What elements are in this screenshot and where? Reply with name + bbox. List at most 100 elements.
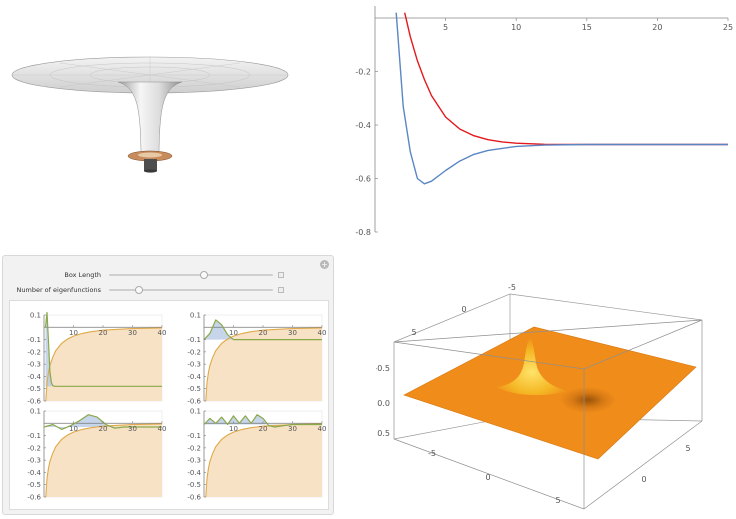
series-line-2 xyxy=(395,12,728,185)
x-tick-label: 10 xyxy=(229,425,238,433)
surface-box-front xyxy=(393,319,703,510)
surface-tick-label: 0.5 xyxy=(377,429,390,438)
x-tick-label: 30 xyxy=(128,329,137,337)
y-tick-label: -0.4 xyxy=(27,469,41,477)
y-tick-label: 0.1 xyxy=(30,312,41,320)
y-tick-label: -0.1 xyxy=(187,336,201,344)
x-tick-label: 20 xyxy=(99,425,108,433)
y-tick-label: -0.4 xyxy=(27,373,41,381)
surface-tick-label: 0 xyxy=(461,305,466,314)
x-tick-label: 25 xyxy=(723,23,733,32)
y-tick-label: 0.1 xyxy=(190,312,201,320)
eigenfunctions-label: Number of eigenfunctions xyxy=(16,286,102,294)
y-tick-label: -0.1 xyxy=(27,432,41,440)
y-tick-label: -0.3 xyxy=(187,361,201,369)
y-tick-label: -0.4 xyxy=(187,373,201,381)
y-tick-label: -0.3 xyxy=(27,361,41,369)
series-line-1 xyxy=(404,12,728,146)
x-tick-label: 30 xyxy=(128,425,137,433)
x-tick-label: 10 xyxy=(229,329,238,337)
eigenfunctions-slider-thumb[interactable] xyxy=(134,286,143,294)
x-tick-label: 40 xyxy=(158,329,166,337)
surface-tick-label: 0.0 xyxy=(377,399,390,408)
funnel-stem xyxy=(144,159,157,171)
box-length-label: Box Length xyxy=(64,271,101,279)
x-tick-label: 30 xyxy=(288,329,297,337)
x-tick-label: 10 xyxy=(69,329,78,337)
surface-tick-label: -5 xyxy=(508,283,516,292)
y-tick-label: -0.6 xyxy=(355,175,371,184)
potential-fill xyxy=(45,424,162,497)
y-tick-label: -0.4 xyxy=(355,121,371,130)
potential-series xyxy=(395,12,728,185)
x-tick-label: 40 xyxy=(318,425,326,433)
x-tick-label: 20 xyxy=(652,23,662,32)
y-tick-label: -0.3 xyxy=(27,457,41,465)
surface-tick-label: -0.5 xyxy=(376,364,390,373)
x-tick-label: 10 xyxy=(69,425,78,433)
y-tick-label: -0.4 xyxy=(187,469,201,477)
surface-well xyxy=(560,387,616,413)
x-tick-label: 40 xyxy=(158,425,166,433)
box-length-slider-thumb[interactable] xyxy=(200,271,209,279)
potential-fill xyxy=(45,328,162,401)
x-tick-label: 40 xyxy=(318,329,326,337)
y-tick-label: -0.1 xyxy=(187,432,201,440)
x-tick-label: 20 xyxy=(259,425,268,433)
y-tick-label: -0.6 xyxy=(187,398,201,406)
potential-line xyxy=(205,327,323,402)
gravity-well-funnel xyxy=(11,56,289,173)
surface-tick-label: 5 xyxy=(411,328,416,337)
eigenfunction-plot-4: 10 20 30 40 0.1 -0.1 -0.2 -0.3 -0.4 -0.5 -0.6 xyxy=(187,408,326,502)
potential-line xyxy=(45,423,163,498)
wavefunction-fill xyxy=(204,414,322,427)
add-panel-icon[interactable]: + xyxy=(320,260,329,269)
y-tick-label: -0.6 xyxy=(27,494,41,502)
manipulate-panel: + Box Length Number of eigenfunctions 10… xyxy=(2,255,334,515)
surface-peak xyxy=(496,337,568,396)
wavefunction-fill xyxy=(204,319,322,340)
eigenfunctions-slider[interactable] xyxy=(109,289,273,291)
y-tick-label: -0.5 xyxy=(187,385,201,393)
x-tick-label: 20 xyxy=(259,329,268,337)
y-tick-label: -0.5 xyxy=(27,385,41,393)
surface-tick-label: 5 xyxy=(685,444,690,453)
potential-fill xyxy=(205,328,322,401)
eigenfunction-plot-3: 10 20 30 40 0.1 -0.1 -0.2 -0.3 -0.4 -0.5 -0.6 xyxy=(27,408,166,502)
eigenfunction-plot-2: 10 20 30 40 0.1 -0.1 -0.2 -0.3 -0.4 -0.5 -0.6 xyxy=(187,312,326,406)
box-length-control: Box Length xyxy=(3,268,333,282)
surface-tick-label: -5 xyxy=(428,449,436,458)
surface-3d-plot: -0.5 0.0 0.5 -5 0 5 -5 0 5 0 5 xyxy=(376,283,703,510)
potential-line xyxy=(45,327,163,402)
x-tick-label: 30 xyxy=(288,425,297,433)
box-length-slider[interactable] xyxy=(109,274,273,276)
surface-tick-label: 0 xyxy=(485,473,490,482)
y-tick-label: 0.1 xyxy=(190,408,201,416)
x-tick-label: 5 xyxy=(443,23,448,32)
x-tick-label: 20 xyxy=(99,329,108,337)
y-tick-label: -0.5 xyxy=(27,481,41,489)
potential-axes: 5 10 15 20 25 -0.2 -0.4 -0.6 -0.8 xyxy=(355,6,733,237)
wavefunction-line xyxy=(44,311,162,387)
potential-fill xyxy=(205,424,322,497)
y-tick-label: 0.1 xyxy=(30,408,41,416)
y-tick-label: -0.2 xyxy=(187,348,201,356)
y-tick-label: -0.2 xyxy=(355,68,371,77)
wavefunction-line xyxy=(203,319,322,341)
x-tick-label: 15 xyxy=(582,23,592,32)
y-tick-label: -0.2 xyxy=(27,348,41,356)
surface-tick-label: 5 xyxy=(555,496,560,505)
surface-tick-label: 0 xyxy=(641,475,646,484)
wavefunction-line xyxy=(203,414,322,428)
y-tick-label: -0.8 xyxy=(355,228,371,237)
y-tick-label: -0.6 xyxy=(187,494,201,502)
x-tick-label: 10 xyxy=(511,23,521,32)
surface-tick-labels: -0.5 0.0 0.5 -5 0 5 -5 0 5 0 5 xyxy=(376,283,691,505)
box-length-expand-button[interactable] xyxy=(278,272,284,278)
y-tick-label: -0.6 xyxy=(27,398,41,406)
eigenfunctions-expand-button[interactable] xyxy=(278,287,284,293)
y-tick-label: -0.2 xyxy=(187,444,201,452)
potential-line-chart: 5 10 15 20 25 -0.2 -0.4 -0.6 -0.8 xyxy=(355,6,733,237)
y-tick-label: -0.2 xyxy=(27,444,41,452)
eigenfunctions-control: Number of eigenfunctions xyxy=(3,283,333,297)
